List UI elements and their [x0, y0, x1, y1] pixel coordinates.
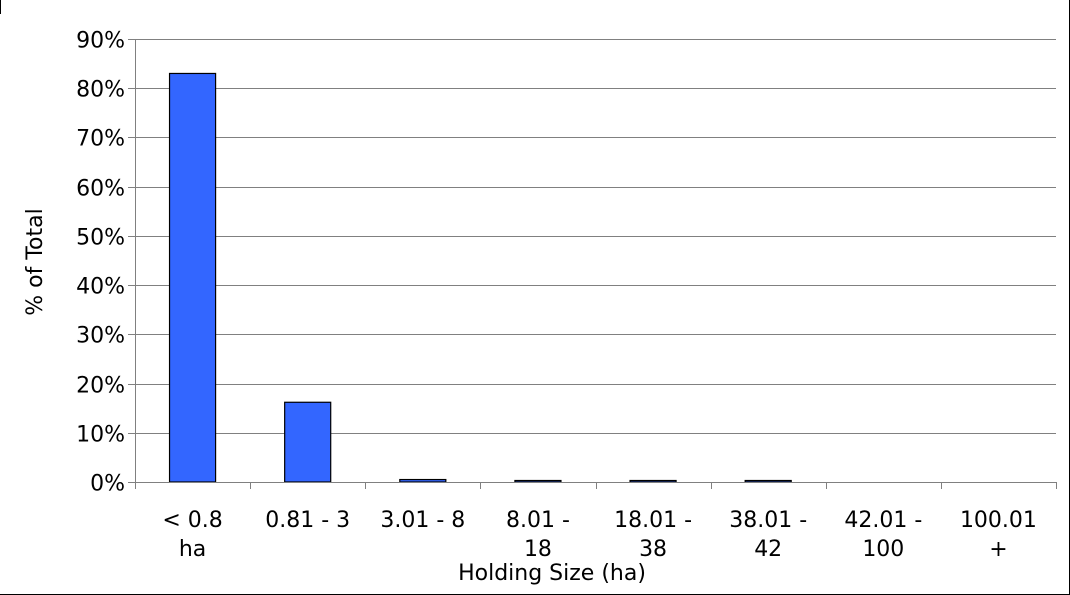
- y-tick-label: 30%: [76, 324, 125, 349]
- x-tick-label: < 0.8 ha: [162, 508, 222, 562]
- y-tick-label: 0%: [90, 472, 125, 497]
- y-tick-label: 80%: [76, 78, 125, 103]
- x-tick-label: 42.01 -100: [844, 508, 922, 562]
- y-tick-label: 50%: [76, 226, 125, 251]
- y-tick-label: 70%: [76, 127, 125, 152]
- y-tick-label: 20%: [76, 374, 125, 399]
- bar: [168, 72, 217, 483]
- x-tick-label: 8.01 -18: [506, 508, 570, 562]
- gridlines: [135, 39, 1056, 434]
- bar: [399, 478, 447, 483]
- frame-edge-mark: [0, 0, 1, 14]
- bar: [514, 479, 562, 483]
- x-axis-title: Holding Size (ha): [458, 561, 646, 586]
- y-tick-label: 90%: [76, 29, 125, 54]
- y-axis-title: % of Total: [23, 208, 48, 315]
- bar: [629, 479, 677, 483]
- bar: [284, 401, 332, 483]
- x-tick-label: 100.01 +: [960, 508, 1037, 562]
- y-tick-label: 60%: [76, 177, 125, 202]
- x-tick-label: 38.01 -42: [729, 508, 807, 562]
- x-tick-label: 18.01 -38: [614, 508, 692, 562]
- y-tick-labels: 0% 10% 20% 30% 40% 50% 60% 70% 80% 90%: [76, 29, 125, 497]
- axes: [128, 39, 1057, 489]
- bars: [168, 72, 792, 483]
- x-tick-label: 0.81 - 3: [265, 508, 350, 533]
- x-tick-labels: < 0.8 ha 0.81 - 3 3.01 - 8 8.01 -18 18.01 -38…: [162, 508, 1037, 562]
- y-tick-label: 40%: [76, 275, 125, 300]
- x-tick-label: 3.01 - 8: [380, 508, 465, 533]
- bar: [744, 479, 792, 483]
- y-tick-label: 10%: [76, 423, 125, 448]
